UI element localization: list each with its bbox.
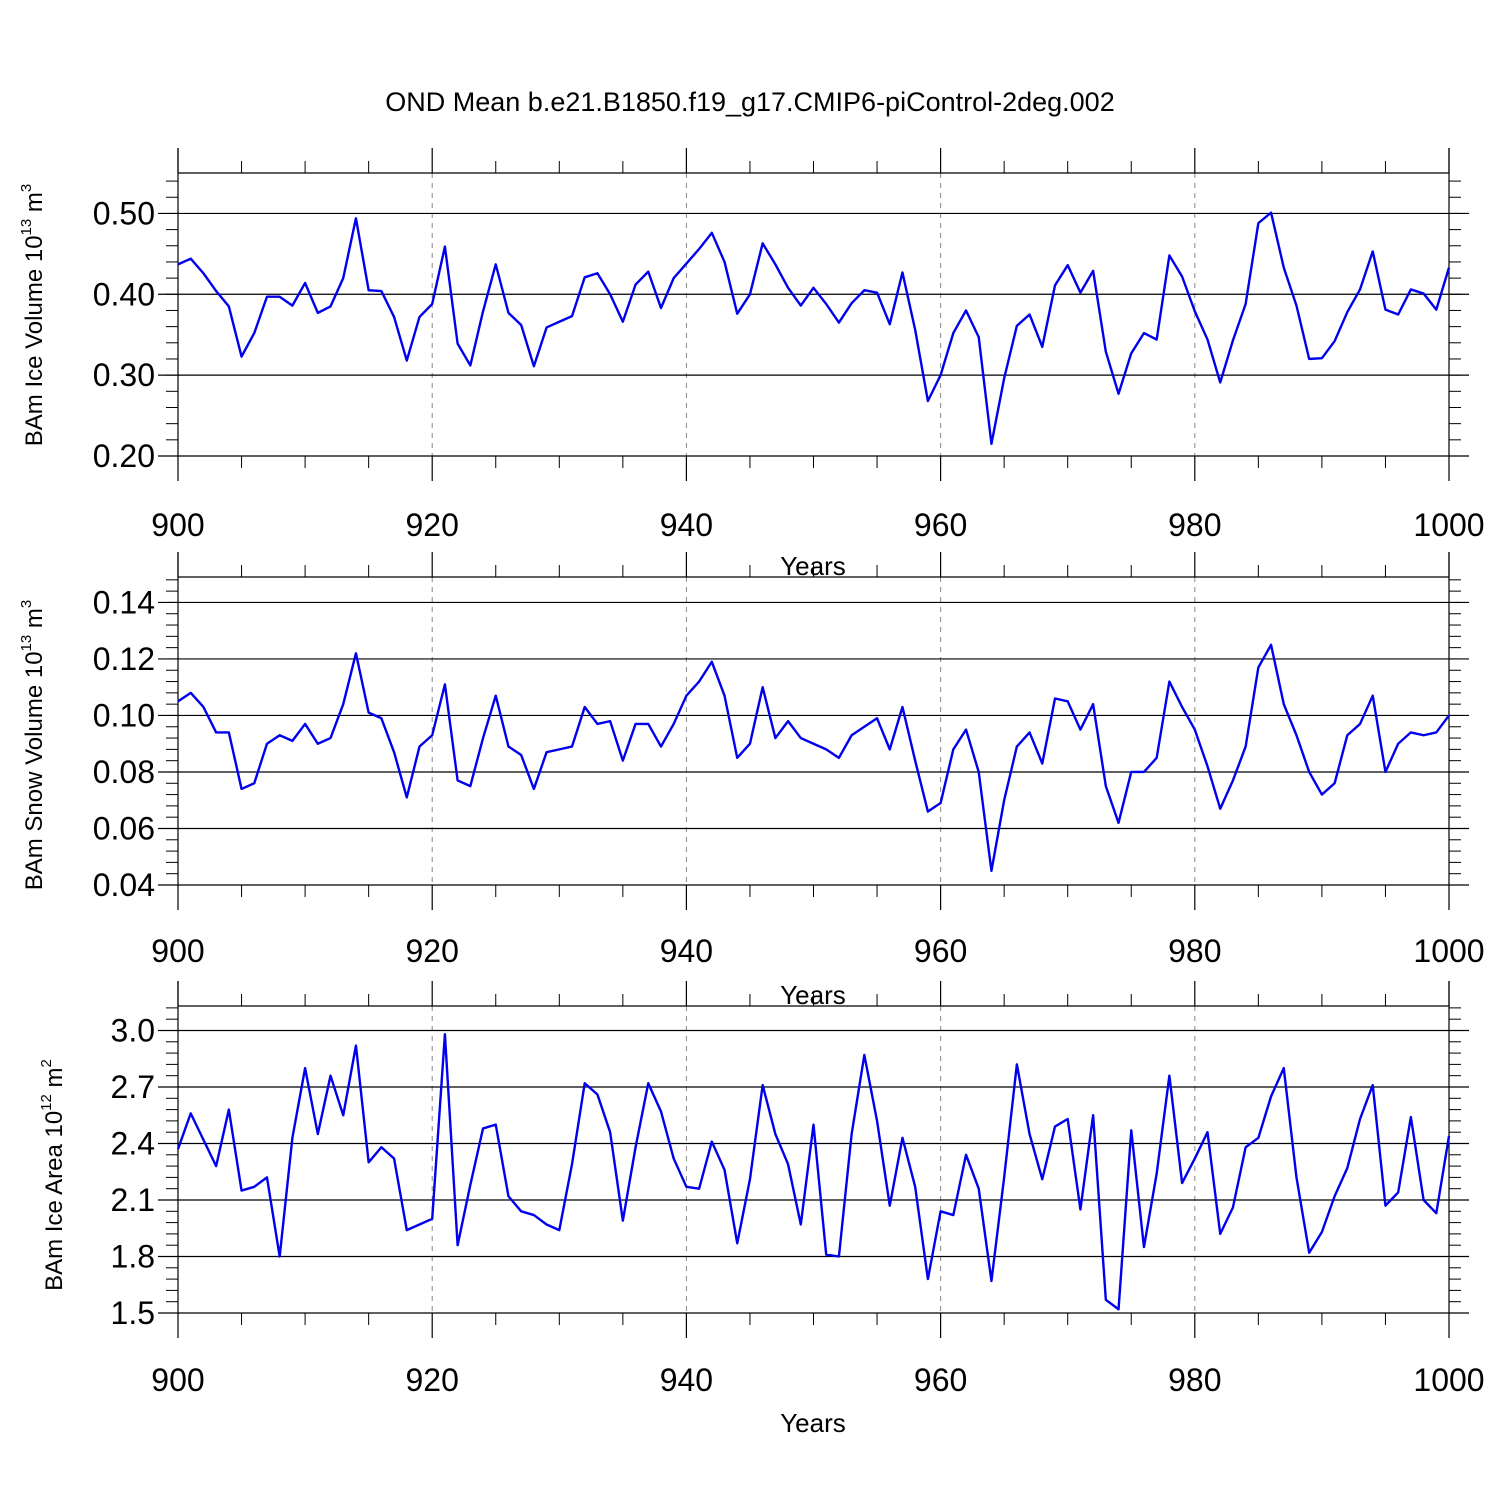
x-tick-label: 980 (1168, 1362, 1221, 1398)
ylabel-unit-exponent: 3 (18, 600, 35, 608)
panel-ice-volume: BAm Ice Volume 1013 m3 Years 0.200.300.4… (18, 148, 1485, 581)
svg-text:BAm Ice Area 1012 m2: BAm Ice Area 1012 m2 (38, 1059, 68, 1291)
ylabel-text: BAm Ice Volume 10 (21, 235, 48, 446)
x-tick-label: 960 (914, 1362, 967, 1398)
x-tick-label: 920 (406, 933, 459, 969)
y-tick-label: 0.06 (93, 810, 155, 846)
y-tick-label: 0.04 (93, 867, 155, 903)
ylabel-unit: m (21, 608, 48, 628)
x-tick-label: 940 (660, 507, 713, 543)
ylabel: BAm Ice Volume 1013 m3 (18, 184, 48, 446)
x-tick-label: 940 (660, 1362, 713, 1398)
ylabel-text: BAm Ice Area 10 (41, 1111, 68, 1291)
x-tick-label: 1000 (1413, 933, 1484, 969)
ylabel-unit-exponent: 2 (38, 1059, 55, 1067)
x-tick-label: 960 (914, 507, 967, 543)
x-tick-label: 900 (151, 507, 204, 543)
ylabel-exponent: 13 (18, 219, 35, 236)
x-tick-label: 900 (151, 1362, 204, 1398)
y-tick-label: 0.08 (93, 754, 155, 790)
ylabel-exponent: 13 (18, 635, 35, 652)
x-tick-label: 960 (914, 933, 967, 969)
ylabel-unit: m (21, 192, 48, 212)
x-tick-label: 980 (1168, 933, 1221, 969)
xlabel: Years (780, 1408, 846, 1438)
x-tick-label: 1000 (1413, 1362, 1484, 1398)
ylabel: BAm Ice Area 1012 m2 (38, 1059, 68, 1291)
y-tick-label: 0.40 (93, 276, 155, 312)
y-tick-label: 1.5 (111, 1295, 155, 1331)
svg-text:BAm Snow Volume 1013 m3: BAm Snow Volume 1013 m3 (18, 600, 48, 891)
svg-text:BAm Ice Volume 1013 m3: BAm Ice Volume 1013 m3 (18, 184, 48, 446)
panel-ice-area: BAm Ice Area 1012 m2 Years 1.5 1.8 2.1 2.4 2… (38, 981, 1485, 1438)
ylabel-unit-exponent: 3 (18, 184, 35, 192)
x-tick-label: 920 (406, 507, 459, 543)
panel-snow-volume: BAm Snow Volume 1013 m3 Years 0.040.060.… (18, 552, 1485, 1010)
series-line-snow_volume (177, 643, 1450, 873)
y-tick-label: 2.7 (111, 1069, 155, 1105)
x-tick-label: 940 (660, 933, 713, 969)
y-tick-label: 0.12 (93, 641, 155, 677)
ylabel: BAm Snow Volume 1013 m3 (18, 600, 48, 891)
y-tick-label: 0.10 (93, 697, 155, 733)
x-tick-label: 980 (1168, 507, 1221, 543)
series-line-ice_area (176, 1033, 1451, 1311)
figure-title: OND Mean b.e21.B1850.f19_g17.CMIP6-piCon… (385, 87, 1114, 117)
y-tick-label: 1.8 (111, 1238, 155, 1274)
ylabel-exponent: 12 (38, 1094, 55, 1111)
y-tick-label: 0.14 (93, 584, 155, 620)
y-tick-label: 0.50 (93, 195, 155, 231)
ylabel-text: BAm Snow Volume 10 (21, 651, 48, 890)
x-tick-label: 1000 (1413, 507, 1484, 543)
x-tick-label: 900 (151, 933, 204, 969)
y-tick-label: 0.30 (93, 357, 155, 393)
y-tick-label: 0.20 (93, 438, 155, 474)
y-tick-label: 2.1 (111, 1182, 155, 1218)
series-line-ice_volume (177, 211, 1451, 446)
x-tick-label: 920 (406, 1362, 459, 1398)
y-tick-label: 2.4 (111, 1125, 155, 1161)
y-tick-label: 3.0 (111, 1012, 155, 1048)
ylabel-unit: m (41, 1067, 68, 1087)
